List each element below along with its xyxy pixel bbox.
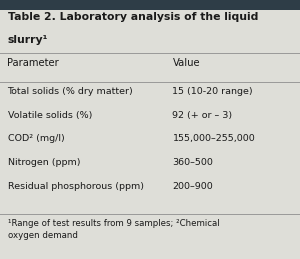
Text: 200–900: 200–900 (172, 182, 213, 191)
Text: 360–500: 360–500 (172, 158, 213, 167)
Text: ¹Range of test results from 9 samples; ²Chemical
oxygen demand: ¹Range of test results from 9 samples; ²… (8, 219, 219, 240)
Text: Table 2. Laboratory analysis of the liquid: Table 2. Laboratory analysis of the liqu… (8, 12, 258, 22)
Bar (0, 0, 300, 10)
Text: COD² (mg/l): COD² (mg/l) (8, 134, 64, 143)
Text: 92 (+ or – 3): 92 (+ or – 3) (172, 111, 233, 120)
Text: Parameter: Parameter (8, 58, 59, 68)
Text: slurry¹: slurry¹ (8, 35, 48, 45)
Text: Nitrogen (ppm): Nitrogen (ppm) (8, 158, 80, 167)
Text: Volatile solids (%): Volatile solids (%) (8, 111, 92, 120)
Text: Total solids (% dry matter): Total solids (% dry matter) (8, 87, 133, 96)
Text: Residual phosphorous (ppm): Residual phosphorous (ppm) (8, 182, 143, 191)
Text: 15 (10-20 range): 15 (10-20 range) (172, 87, 253, 96)
Text: Value: Value (172, 58, 200, 68)
Text: 155,000–255,000: 155,000–255,000 (172, 134, 255, 143)
